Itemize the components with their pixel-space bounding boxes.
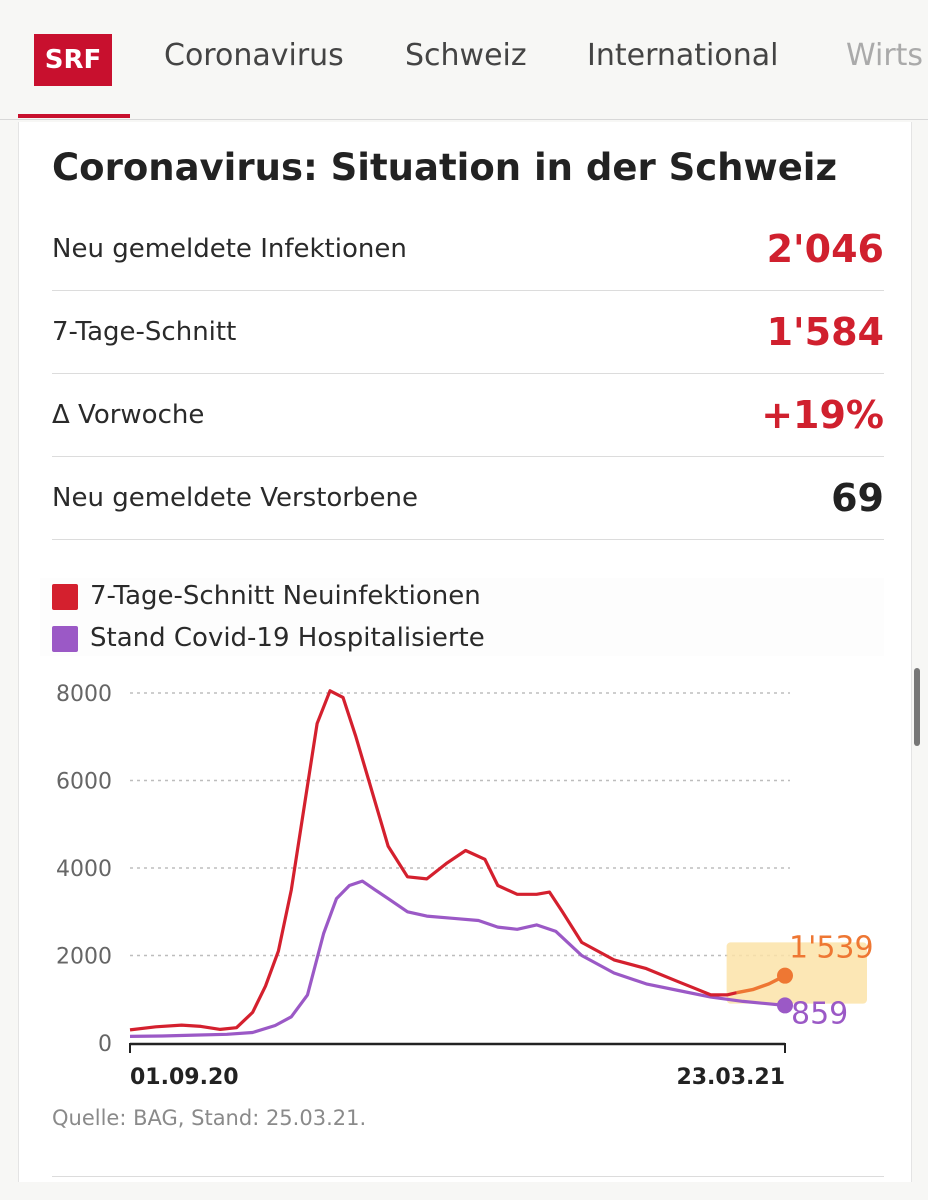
legend-label: Stand Covid-19 Hospitalisierte bbox=[90, 623, 485, 653]
stat-label: 7-Tage-Schnitt bbox=[52, 317, 237, 347]
x-tick-label: 23.03.21 bbox=[676, 1065, 785, 1090]
nav-item-wirtschaft[interactable]: Wirts bbox=[846, 38, 924, 73]
line-chart: 8000 6000 4000 2000 0 01.09.20 23.03.21 1'539 85… bbox=[56, 682, 874, 1090]
legend-swatch-hospitalized bbox=[52, 626, 78, 652]
chart-legend: 7-Tage-Schnitt Neuinfektionen Stand Covi… bbox=[40, 578, 884, 656]
series-line-recent bbox=[736, 974, 786, 995]
stat-row-7-day-avg: 7-Tage-Schnitt 1'584 bbox=[52, 291, 884, 374]
page-title: Coronavirus: Situation in der Schweiz bbox=[52, 146, 838, 189]
srf-logo[interactable]: SRF bbox=[34, 34, 112, 86]
y-tick-label: 4000 bbox=[56, 857, 112, 882]
legend-swatch-infections bbox=[52, 584, 78, 610]
stat-row-delta-week: Δ Vorwoche +19% bbox=[52, 374, 884, 457]
stat-value: +19% bbox=[761, 393, 884, 437]
scrollbar[interactable] bbox=[914, 668, 920, 746]
top-navigation-bar: SRF Coronavirus Schweiz International Wi… bbox=[0, 0, 928, 120]
nav-item-schweiz[interactable]: Schweiz bbox=[405, 38, 527, 73]
active-indicator bbox=[18, 114, 130, 118]
highlight-band bbox=[726, 942, 867, 1004]
endpoint-infections bbox=[777, 967, 793, 984]
y-tick-label: 2000 bbox=[56, 945, 112, 970]
series-line-infections bbox=[129, 689, 737, 1032]
divider bbox=[52, 1176, 884, 1177]
stat-label: Neu gemeldete Infektionen bbox=[52, 234, 407, 264]
data-label-hospitalized: 859 bbox=[791, 996, 848, 1031]
y-tick-label: 6000 bbox=[56, 770, 112, 795]
stat-row-new-deaths: Neu gemeldete Verstorbene 69 bbox=[52, 457, 884, 540]
y-tick-label: 0 bbox=[98, 1032, 112, 1057]
stat-value: 2'046 bbox=[766, 227, 884, 271]
endpoint-hospitalized bbox=[777, 997, 793, 1014]
stat-value: 69 bbox=[831, 476, 884, 520]
x-tick-label: 01.09.20 bbox=[130, 1065, 239, 1090]
stat-row-new-infections: Neu gemeldete Infektionen 2'046 bbox=[52, 208, 884, 291]
stat-value: 1'584 bbox=[766, 310, 884, 354]
nav-item-coronavirus[interactable]: Coronavirus bbox=[164, 38, 344, 73]
stat-label: Neu gemeldete Verstorbene bbox=[52, 483, 418, 513]
legend-label: 7-Tage-Schnitt Neuinfektionen bbox=[90, 581, 481, 611]
y-tick-label: 8000 bbox=[56, 682, 112, 707]
series-line-hospitalized bbox=[129, 879, 786, 1038]
stat-label: Δ Vorwoche bbox=[52, 400, 205, 430]
divider bbox=[0, 119, 928, 120]
data-label-infections: 1'539 bbox=[789, 931, 874, 966]
source-note: Quelle: BAG, Stand: 25.03.21. bbox=[52, 1106, 367, 1130]
nav-item-international[interactable]: International bbox=[587, 38, 779, 73]
